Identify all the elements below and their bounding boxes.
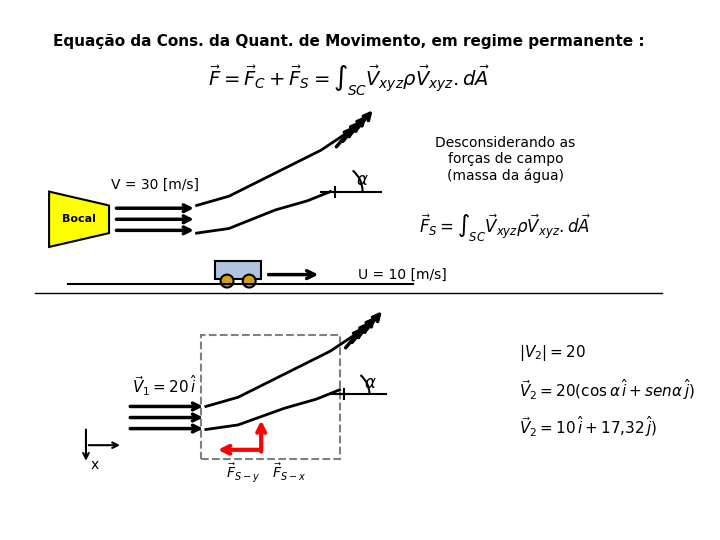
- Text: $\vec{F}_{S-y}$: $\vec{F}_{S-y}$: [225, 461, 260, 484]
- Text: Equação da Cons. da Quant. de Movimento, em regime permanente :: Equação da Cons. da Quant. de Movimento,…: [53, 34, 644, 49]
- Text: $\vec{F}_{S-x}$: $\vec{F}_{S-x}$: [271, 462, 306, 483]
- Text: $|V_2| = 20$: $|V_2| = 20$: [519, 343, 586, 363]
- Text: $\vec{F}_S = \int_{SC} \vec{V}_{xyz} \rho \vec{V}_{xyz} . d\vec{A}$: $\vec{F}_S = \int_{SC} \vec{V}_{xyz} \rh…: [420, 213, 592, 244]
- FancyBboxPatch shape: [215, 261, 261, 279]
- Text: x: x: [91, 458, 99, 472]
- Text: $\alpha$: $\alpha$: [356, 171, 369, 188]
- Text: Desconsiderando as
forças de campo
(massa da água): Desconsiderando as forças de campo (mass…: [436, 136, 575, 183]
- Circle shape: [243, 275, 256, 287]
- Text: $\vec{F} = \vec{F}_C + \vec{F}_S = \int_{SC} \vec{V}_{xyz} \rho \vec{V}_{xyz} . : $\vec{F} = \vec{F}_C + \vec{F}_S = \int_…: [208, 64, 490, 98]
- Text: $\vec{V}_1 = 20 \, \hat{i}$: $\vec{V}_1 = 20 \, \hat{i}$: [132, 373, 197, 397]
- Text: U = 10 [m/s]: U = 10 [m/s]: [358, 268, 446, 282]
- Text: V = 30 [m/s]: V = 30 [m/s]: [111, 178, 199, 192]
- Text: $\alpha$: $\alpha$: [364, 374, 377, 393]
- Text: $\vec{V}_2 = 20 (\cos\alpha \, \hat{i} + sen\alpha \, \hat{j})$: $\vec{V}_2 = 20 (\cos\alpha \, \hat{i} +…: [519, 377, 696, 402]
- Text: $\vec{V}_2 = 10 \, \hat{i} + 17{,}32 \, \hat{j})$: $\vec{V}_2 = 10 \, \hat{i} + 17{,}32 \, …: [519, 414, 657, 439]
- Circle shape: [220, 275, 233, 287]
- Polygon shape: [49, 192, 109, 247]
- Text: Bocal: Bocal: [62, 214, 96, 224]
